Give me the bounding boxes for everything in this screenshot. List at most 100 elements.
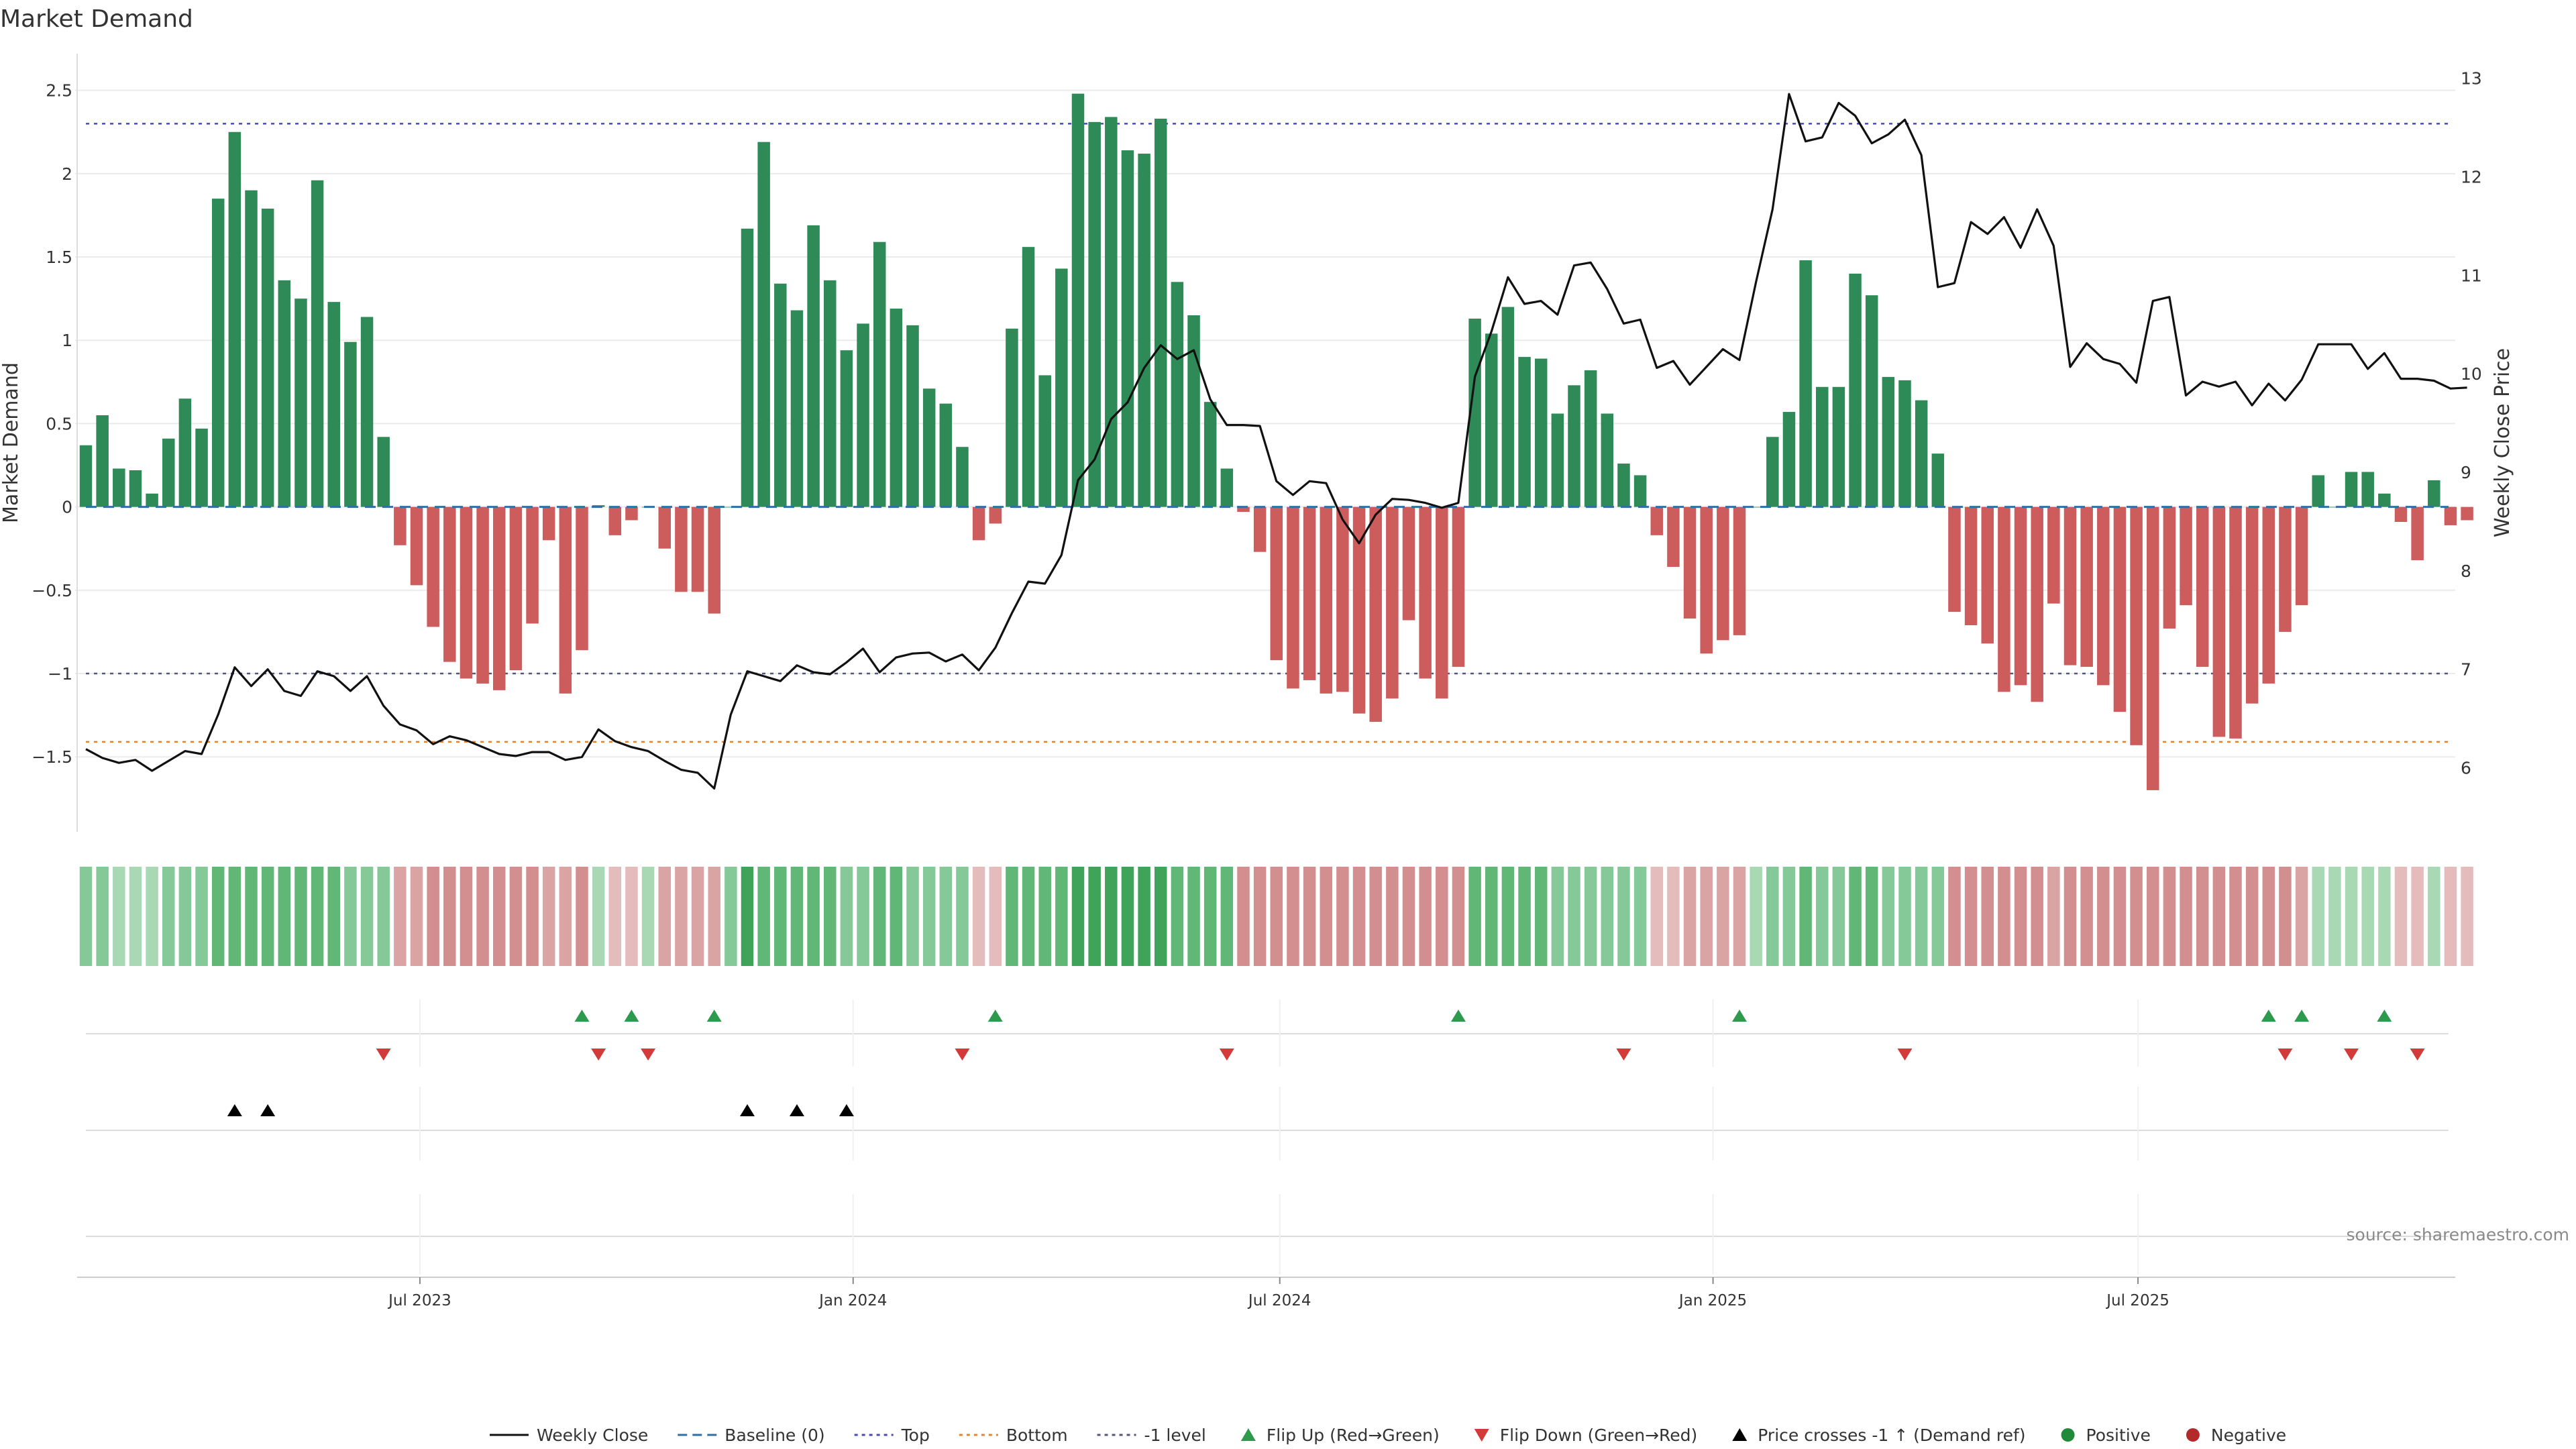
heat-cell xyxy=(211,867,225,966)
heat-cell xyxy=(939,867,953,966)
demand-bar xyxy=(2245,506,2259,704)
demand-bar xyxy=(394,506,407,545)
price-cross-marker xyxy=(740,1104,755,1116)
legend-item-cross: Price crosses -1 ↑ (Demand ref) xyxy=(1732,1426,2026,1445)
demand-bar xyxy=(2180,506,2192,606)
legend-item-negative: Negative xyxy=(2186,1426,2286,1445)
demand-bar xyxy=(1171,282,1184,507)
demand-bar xyxy=(493,506,506,690)
heat-cell xyxy=(1700,867,1713,966)
heat-cell xyxy=(162,867,175,966)
heat-cell xyxy=(129,867,142,966)
left-y-ticks: 2.5 2 1.5 1 0.5 0 −0.5 −1 −1.5 xyxy=(32,81,72,767)
demand-bar xyxy=(1650,506,1663,535)
heat-cell xyxy=(2080,867,2093,966)
heat-cell xyxy=(989,867,1002,966)
heat-cell xyxy=(1038,867,1051,966)
heat-cell xyxy=(96,867,109,966)
price-cross-marker xyxy=(260,1104,276,1116)
heat-cell xyxy=(1352,867,1366,966)
demand-bar xyxy=(1782,412,1796,507)
right-tick-label: 8 xyxy=(2461,561,2471,581)
heat-cell xyxy=(1898,867,1911,966)
flip-up-marker xyxy=(706,1010,722,1022)
heat-cell xyxy=(1882,867,1895,966)
demand-bar xyxy=(129,470,142,507)
heat-cell xyxy=(1452,867,1465,966)
heat-cell xyxy=(1551,867,1564,966)
price-cross-marker xyxy=(227,1104,242,1116)
heat-cell xyxy=(2295,867,2308,966)
heat-cell xyxy=(1981,867,1994,966)
demand-bar xyxy=(2097,506,2110,686)
legend-swatch-dot xyxy=(2186,1428,2200,1442)
demand-bar xyxy=(790,310,804,507)
demand-bar xyxy=(1369,506,1382,722)
demand-bar xyxy=(2031,506,2043,702)
heat-cell xyxy=(2180,867,2192,966)
demand-bar xyxy=(1898,380,1911,507)
heat-cell xyxy=(890,867,903,966)
heat-cell xyxy=(840,867,853,966)
demand-bar xyxy=(2312,475,2324,507)
demand-bar xyxy=(1501,307,1515,507)
demand-bar xyxy=(1551,413,1564,507)
heat-cell xyxy=(1832,867,1845,966)
right-tick-label: 10 xyxy=(2461,364,2482,384)
flip-down-marker xyxy=(591,1049,606,1061)
heat-cell xyxy=(2345,867,2358,966)
demand-bar xyxy=(1799,260,1812,507)
demand-bar xyxy=(1303,506,1316,680)
legend-label: Flip Down (Green→Red) xyxy=(1500,1426,1698,1445)
demand-bar xyxy=(410,506,423,586)
left-tick-label: −0.5 xyxy=(32,581,72,600)
legend-swatch-marker xyxy=(1474,1429,1489,1442)
demand-bar xyxy=(542,506,555,541)
heat-cell xyxy=(410,867,423,966)
heat-cell xyxy=(675,867,688,966)
legend-label: Flip Up (Red→Green) xyxy=(1267,1426,1440,1445)
heat-cell xyxy=(1303,867,1316,966)
heat-cell xyxy=(2014,867,2027,966)
heat-cell xyxy=(1369,867,1382,966)
demand-bar xyxy=(2080,506,2093,667)
flip-up-marker xyxy=(987,1010,1003,1022)
demand-bar xyxy=(2394,506,2408,522)
demand-bar xyxy=(2378,493,2391,507)
heat-cell xyxy=(641,867,655,966)
demand-bar xyxy=(857,323,869,507)
heat-cell xyxy=(1071,867,1085,966)
demand-bar xyxy=(1038,375,1051,507)
x-tick-label: Jul 2023 xyxy=(387,1292,451,1309)
demand-bar xyxy=(1865,295,1878,507)
demand-bar xyxy=(1055,268,1068,507)
demand-bar xyxy=(840,350,853,507)
demand-bar xyxy=(2345,472,2358,507)
legend-item-weekly_close: Weekly Close xyxy=(490,1426,648,1445)
left-tick-label: −1.5 xyxy=(32,747,72,767)
heat-cell xyxy=(1948,867,1961,966)
demand-bars xyxy=(79,93,2473,790)
demand-bar xyxy=(1071,93,1085,507)
demand-bar xyxy=(956,447,969,507)
heat-cell xyxy=(394,867,407,966)
flip-down-marker xyxy=(2344,1049,2359,1061)
demand-bar xyxy=(476,506,489,684)
demand-bar xyxy=(675,506,688,592)
heat-cell xyxy=(1568,867,1580,966)
demand-bar xyxy=(2361,472,2374,507)
demand-bar xyxy=(311,180,324,507)
heat-cell xyxy=(1237,867,1250,966)
price-cross-marker xyxy=(789,1104,804,1116)
legend-item-flip_up: Flip Up (Red→Green) xyxy=(1240,1426,1440,1445)
demand-bar xyxy=(1667,506,1680,568)
flip-down-marker xyxy=(1219,1049,1234,1061)
heat-cell xyxy=(576,867,588,966)
demand-bar xyxy=(2196,506,2209,667)
demand-bar xyxy=(509,506,523,671)
flip-up-marker xyxy=(1450,1010,1466,1022)
demand-bar xyxy=(211,199,225,507)
heat-cell xyxy=(2063,867,2077,966)
heat-cell xyxy=(2163,867,2176,966)
demand-bar xyxy=(2113,506,2127,712)
